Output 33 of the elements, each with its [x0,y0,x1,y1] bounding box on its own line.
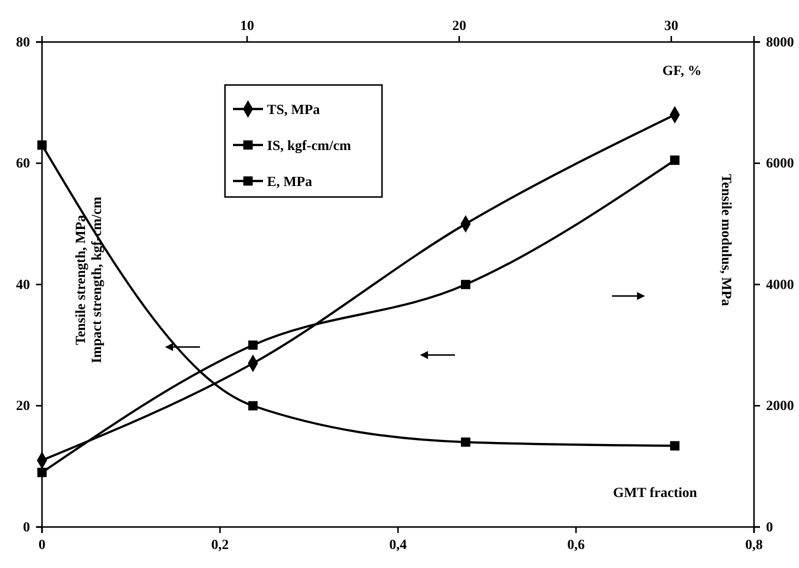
legend-label: TS, MPa [267,103,320,118]
point [37,140,47,150]
x2-tick-label: 10 [240,19,254,34]
y-tick-label: 0 [23,520,30,536]
point [37,468,47,478]
x2-axis-title: GF, % [662,64,702,79]
y2-tick-label: 4000 [766,278,794,293]
y-tick-label: 40 [16,278,30,293]
x-tick-label: 0,4 [389,538,407,553]
x-tick-label: 0,6 [567,538,585,553]
x2-tick-label: 30 [664,19,678,34]
y2-tick-label: 6000 [766,156,794,172]
point [460,437,470,447]
x-tick-label: 0,2 [211,538,229,553]
point [248,401,258,410]
point [460,280,470,290]
y2-tick-label: 0 [766,520,773,536]
x-tick-label: 0 [38,538,46,553]
point [670,441,680,450]
x-tick-label: 0,8 [745,538,763,553]
x-axis-title: GMT fraction [612,486,698,501]
legend-label: E, MPa [267,175,312,190]
y2-tick-label: 2000 [766,399,794,414]
point [248,340,258,350]
y-axis-title: Tensile strength, MPa Impact strength, kgf-cm/cm [74,196,105,364]
y2-tick-label: 8000 [766,35,794,50]
y-tick-label: 60 [16,156,30,172]
y2-axis-title: Tensile modulus, MPa [718,174,733,306]
legend-label: IS, kgf-cm/cm [267,139,352,154]
y-tick-label: 80 [16,35,30,50]
y-tick-label: 20 [16,399,30,414]
x2-tick-label: 20 [452,19,466,34]
point [670,156,680,165]
